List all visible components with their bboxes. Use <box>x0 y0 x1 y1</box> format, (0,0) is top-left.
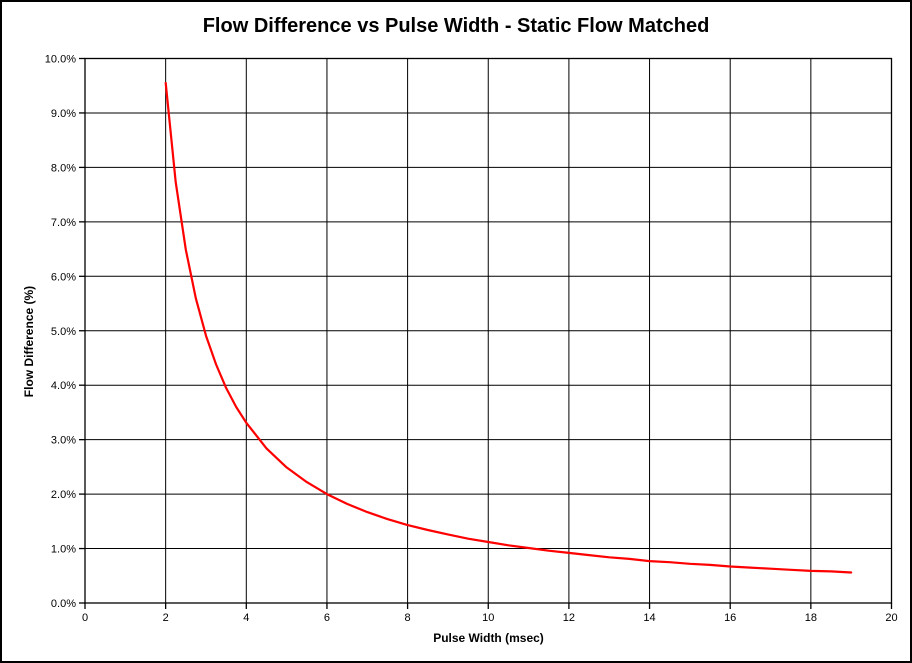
x-tick-label: 12 <box>563 612 575 624</box>
y-tick-label: 8.0% <box>51 162 76 174</box>
x-tick-label: 16 <box>724 612 736 624</box>
y-axis-title: Flow Difference (%) <box>22 285 36 398</box>
x-tick-label: 18 <box>805 612 817 624</box>
series-line-flow-difference <box>164 81 853 574</box>
x-tick-label: 4 <box>243 612 249 624</box>
y-tick-label: 10.0% <box>45 54 76 66</box>
y-tick-label: 3.0% <box>51 435 76 447</box>
x-axis-title: Pulse Width (msec) <box>433 631 544 645</box>
y-tick-label: 9.0% <box>51 108 76 120</box>
y-tick-label: 1.0% <box>51 544 76 556</box>
y-tick-label: 7.0% <box>51 217 76 229</box>
y-tick-label: 6.0% <box>51 271 76 283</box>
x-tick-label: 20 <box>885 612 897 624</box>
y-tick-label: 0.0% <box>51 598 76 610</box>
chart-title: Flow Difference vs Pulse Width - Static … <box>202 15 710 37</box>
y-tick-label: 5.0% <box>51 326 76 338</box>
x-tick-label: 10 <box>482 612 494 624</box>
y-tick-label: 2.0% <box>51 489 76 501</box>
x-tick-label: 8 <box>405 612 411 624</box>
x-tick-label: 2 <box>163 612 169 624</box>
x-tick-label: 14 <box>643 612 655 624</box>
y-tick-label: 4.0% <box>51 380 76 392</box>
x-tick-label: 6 <box>324 612 330 624</box>
x-tick-label: 0 <box>82 612 88 624</box>
